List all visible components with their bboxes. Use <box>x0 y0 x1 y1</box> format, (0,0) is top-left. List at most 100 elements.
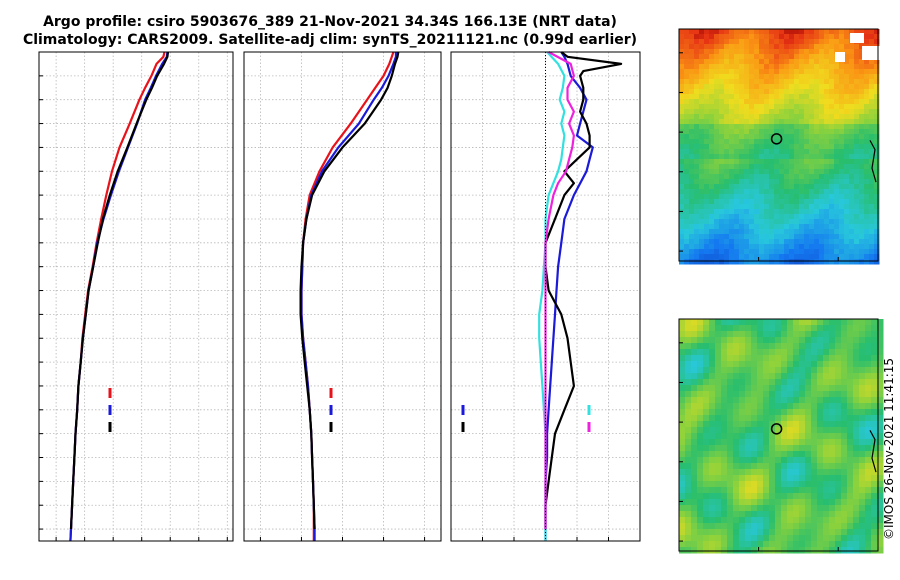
heatmap-cell <box>811 409 818 416</box>
heatmap-cell <box>834 119 840 125</box>
heatmap-cell <box>734 199 740 205</box>
heatmap-cell <box>835 451 842 458</box>
heatmap-cell <box>749 244 755 250</box>
heatmap-cell <box>824 134 830 140</box>
heatmap-cell <box>715 493 722 500</box>
heatmap-cell <box>789 174 795 180</box>
heatmap-cell <box>844 144 850 150</box>
heatmap-cell <box>874 244 880 250</box>
heatmap-cell <box>739 64 745 70</box>
heatmap-cell <box>729 149 735 155</box>
heatmap-cell <box>814 219 820 225</box>
heatmap-cell <box>744 139 750 145</box>
heatmap-cell <box>794 204 800 210</box>
heatmap-cell <box>793 499 800 506</box>
heatmap-cell <box>789 34 795 40</box>
heatmap-cell <box>709 234 715 240</box>
heatmap-cell <box>865 439 872 446</box>
heatmap-cell <box>724 129 730 135</box>
heatmap-cell <box>697 409 704 416</box>
heatmap-cell <box>739 119 745 125</box>
heatmap-cell <box>704 114 710 120</box>
heatmap-cell <box>757 463 764 470</box>
heatmap-cell <box>685 325 692 332</box>
heatmap-cell <box>714 219 720 225</box>
sst-map-panel <box>678 28 880 265</box>
heatmap-cell <box>685 541 692 548</box>
heatmap-cell <box>805 427 812 434</box>
heatmap-cell <box>865 319 872 326</box>
heatmap-cell <box>703 529 710 536</box>
heatmap-cell <box>849 194 855 200</box>
heatmap-cell <box>714 154 720 160</box>
heatmap-cell <box>721 325 728 332</box>
heatmap-cell <box>819 39 825 45</box>
heatmap-cell <box>704 49 710 55</box>
heatmap-cell <box>844 214 850 220</box>
heatmap-cell <box>799 134 805 140</box>
heatmap-cell <box>819 254 825 260</box>
heatmap-cell <box>789 194 795 200</box>
heatmap-cell <box>829 391 836 398</box>
heatmap-cell <box>849 224 855 230</box>
heatmap-cell <box>774 234 780 240</box>
heatmap-cell <box>869 99 875 105</box>
heatmap-cell <box>764 64 770 70</box>
heatmap-cell <box>849 239 855 245</box>
heatmap-cell <box>859 475 866 482</box>
heatmap-cell <box>745 481 752 488</box>
heatmap-cell <box>847 391 854 398</box>
heatmap-cell <box>829 361 836 368</box>
heatmap-cell <box>829 343 836 350</box>
heatmap-cell <box>864 109 870 115</box>
heatmap-cell <box>809 154 815 160</box>
heatmap-cell <box>839 124 845 130</box>
heatmap-cell <box>751 475 758 482</box>
heatmap-cell <box>739 44 745 50</box>
heatmap-cell <box>685 403 692 410</box>
heatmap-cell <box>869 194 875 200</box>
heatmap-cell <box>829 109 835 115</box>
heatmap-cell <box>739 209 745 215</box>
heatmap-cell <box>704 209 710 215</box>
heatmap-cell <box>864 39 870 45</box>
heatmap-cell <box>789 154 795 160</box>
heatmap-cell <box>824 154 830 160</box>
heatmap-cell <box>809 214 815 220</box>
heatmap-cell <box>689 59 695 65</box>
heatmap-cell <box>774 129 780 135</box>
heatmap-cell <box>781 343 788 350</box>
heatmap-cell <box>775 535 782 542</box>
heatmap-cell <box>877 415 884 422</box>
heatmap-cell <box>697 427 704 434</box>
heatmap-cell <box>859 129 865 135</box>
heatmap-cell <box>865 469 872 476</box>
heatmap-cell <box>799 523 806 530</box>
heatmap-cell <box>769 219 775 225</box>
heatmap-cell <box>689 44 695 50</box>
heatmap-cell <box>734 184 740 190</box>
heatmap-cell <box>793 415 800 422</box>
heatmap-cell <box>839 109 845 115</box>
heatmap-cell <box>697 397 704 404</box>
heatmap-cell <box>719 139 725 145</box>
heatmap-cell <box>829 129 835 135</box>
heatmap-cell <box>869 174 875 180</box>
heatmap-cell <box>864 69 870 75</box>
heatmap-cell <box>691 331 698 338</box>
heatmap-cell <box>789 199 795 205</box>
heatmap-cell <box>724 209 730 215</box>
heatmap-cell <box>721 397 728 404</box>
heatmap-cell <box>769 99 775 105</box>
heatmap-cell <box>829 99 835 105</box>
heatmap-cell <box>697 475 704 482</box>
heatmap-cell <box>824 159 830 165</box>
heatmap-cell <box>865 475 872 482</box>
heatmap-cell <box>804 54 810 60</box>
heatmap-cell <box>781 535 788 542</box>
heatmap-cell <box>691 463 698 470</box>
heatmap-cell <box>779 169 785 175</box>
heatmap-cell <box>811 499 818 506</box>
heatmap-cell <box>697 457 704 464</box>
heatmap-cell <box>689 149 695 155</box>
